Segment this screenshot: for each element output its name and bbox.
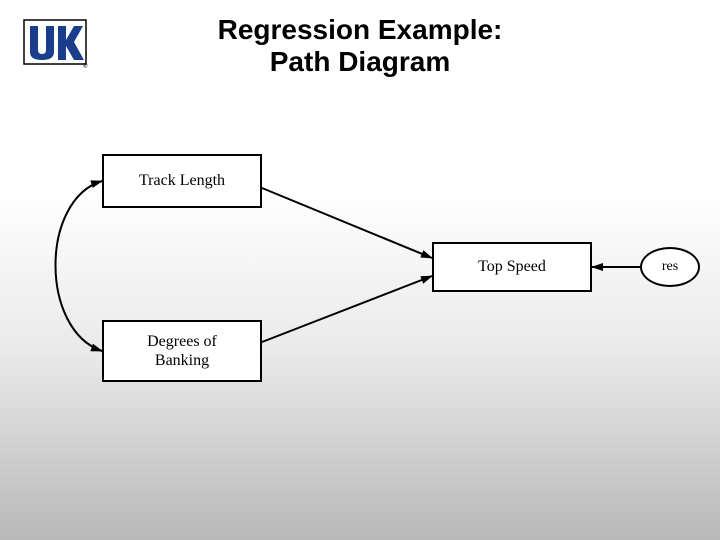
node-top-speed: Top Speed <box>432 242 592 292</box>
node-degrees-banking-label: Degrees of Banking <box>147 332 217 370</box>
edge-covariance-arc <box>56 181 103 351</box>
edge-tracklength-topspeed <box>262 188 432 258</box>
diagram-edges <box>0 0 720 540</box>
node-res-label: res <box>662 259 678 275</box>
node-degrees-banking: Degrees of Banking <box>102 320 262 382</box>
path-diagram: Track Length Degrees of Banking Top Spee… <box>0 0 720 540</box>
node-track-length-label: Track Length <box>139 172 225 190</box>
node-top-speed-label: Top Speed <box>478 258 546 276</box>
node-res: res <box>640 247 700 287</box>
node-track-length: Track Length <box>102 154 262 208</box>
edge-degreesbanking-topspeed <box>262 276 432 342</box>
